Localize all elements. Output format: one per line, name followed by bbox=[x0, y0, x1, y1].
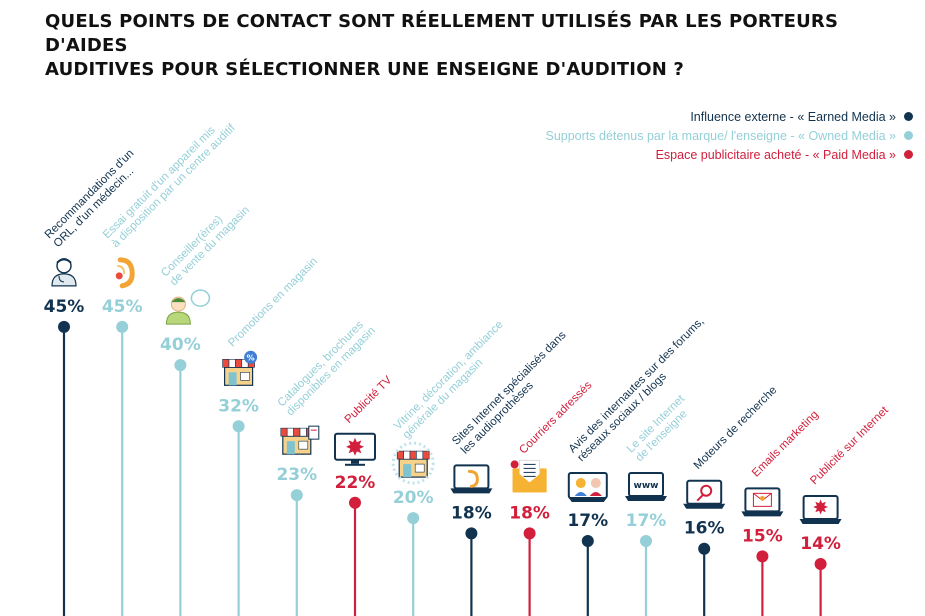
lollipop-dot bbox=[814, 558, 827, 570]
www-icon: www bbox=[625, 472, 667, 502]
lollipop-dot bbox=[349, 496, 361, 509]
chart-title: QUELS POINTS DE CONTACT SONT RÉELLEMENT … bbox=[45, 10, 915, 82]
storefront-icon bbox=[391, 441, 435, 485]
value-label: 23% bbox=[276, 465, 317, 485]
lollipop-dot bbox=[232, 420, 245, 433]
category-label: Conseiller(ères)de vente du magasin bbox=[159, 195, 252, 288]
legend-swatch-paid bbox=[904, 150, 913, 160]
category-label: Publicité sur Internet bbox=[808, 404, 891, 487]
legend-swatch-owned bbox=[904, 131, 913, 141]
value-label: 45% bbox=[44, 297, 85, 317]
category-label-line: Publicité TV bbox=[343, 374, 395, 426]
mail-icon bbox=[510, 459, 547, 493]
lollipop-dot bbox=[756, 550, 769, 563]
value-label: 14% bbox=[800, 534, 841, 554]
category-label: Emails marketing bbox=[750, 409, 821, 480]
laptop-ear-icon bbox=[450, 464, 493, 494]
store-promo-icon: % bbox=[222, 350, 258, 386]
legend-label-paid: Espace publicitaire acheté - « Paid Medi… bbox=[655, 148, 896, 162]
email-icon bbox=[741, 487, 784, 517]
category-label-line: Publicité sur Internet bbox=[808, 404, 891, 487]
chart-title-line-1: QUELS POINTS DE CONTACT SONT RÉELLEMENT … bbox=[45, 11, 839, 56]
value-label: 18% bbox=[509, 503, 550, 523]
value-label: 32% bbox=[218, 396, 259, 416]
lollipop-dot bbox=[174, 359, 187, 372]
store-catalog-icon bbox=[280, 425, 320, 455]
lollipop-dot bbox=[290, 489, 303, 502]
svg-text:%: % bbox=[247, 353, 255, 362]
legend-item-owned: Supports détenus par la marque/ l'enseig… bbox=[545, 127, 913, 146]
category-label-line: Promotions en magasin bbox=[226, 256, 320, 350]
legend: Influence externe - « Earned Media » Sup… bbox=[545, 108, 913, 165]
lollipop-dot bbox=[640, 535, 652, 548]
value-label: 40% bbox=[160, 335, 201, 355]
search-engine-icon bbox=[683, 479, 726, 509]
lollipop-dot bbox=[116, 320, 129, 333]
value-label: 22% bbox=[335, 473, 376, 493]
lollipop-dot bbox=[581, 535, 594, 548]
lollipop-item: 22% Publicité TV bbox=[335, 374, 395, 616]
lollipop-dot bbox=[407, 512, 420, 525]
value-label: 18% bbox=[451, 503, 492, 523]
doctor-icon bbox=[51, 258, 77, 287]
value-label: 20% bbox=[393, 488, 434, 508]
legend-label-earned: Influence externe - « Earned Media » bbox=[690, 110, 896, 124]
category-label-line: Emails marketing bbox=[750, 409, 821, 480]
tv-icon bbox=[334, 432, 376, 466]
chart-title-line-2: AUDITIVES POUR SÉLECTIONNER UNE ENSEIGNE… bbox=[45, 59, 685, 80]
social-icon bbox=[567, 472, 608, 503]
lollipop-dot bbox=[523, 527, 536, 540]
hearing-aid-icon bbox=[115, 257, 135, 289]
svg-text:www: www bbox=[634, 481, 659, 491]
lollipop-dot bbox=[698, 542, 711, 555]
web-ad-icon bbox=[799, 495, 842, 524]
advisor-icon bbox=[165, 289, 211, 325]
lollipop-item: 23%Catalogues, brochuresdisponibles en m… bbox=[276, 319, 378, 616]
value-label: 15% bbox=[742, 526, 783, 546]
value-label: 45% bbox=[102, 297, 143, 317]
category-label: Promotions en magasin bbox=[226, 256, 320, 350]
category-label-line: de vente du magasin bbox=[168, 204, 252, 288]
lollipop-dot bbox=[465, 527, 478, 540]
lollipop-dot bbox=[58, 320, 70, 333]
legend-label-owned: Supports détenus par la marque/ l'enseig… bbox=[545, 129, 896, 143]
value-label: 16% bbox=[684, 519, 725, 539]
category-label-line: Catalogues, brochures bbox=[276, 319, 366, 409]
category-label: Publicité TV bbox=[343, 374, 395, 426]
legend-swatch-earned bbox=[904, 112, 913, 122]
value-label: 17% bbox=[626, 511, 667, 531]
value-label: 17% bbox=[567, 511, 608, 531]
legend-item-paid: Espace publicitaire acheté - « Paid Medi… bbox=[545, 146, 913, 165]
legend-item-earned: Influence externe - « Earned Media » bbox=[545, 108, 913, 127]
